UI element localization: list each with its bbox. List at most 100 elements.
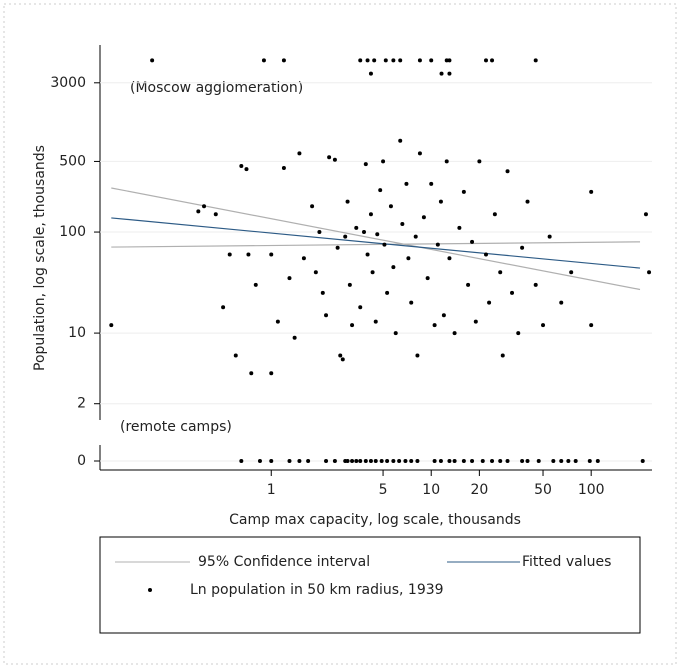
point — [382, 242, 387, 247]
point — [409, 459, 414, 463]
point — [249, 371, 254, 376]
point — [441, 313, 446, 318]
point — [358, 58, 363, 63]
point — [470, 459, 475, 463]
point — [470, 239, 475, 244]
legend-label: Ln population in 50 km radius, 1939 — [190, 582, 444, 598]
point — [536, 459, 541, 463]
point — [541, 323, 546, 328]
point — [569, 270, 574, 275]
point — [421, 215, 426, 220]
point — [404, 181, 409, 186]
point — [589, 189, 594, 194]
point — [457, 225, 462, 230]
point — [332, 459, 337, 463]
x-tick-label: 50 — [534, 482, 552, 498]
point — [324, 313, 329, 318]
frame — [3, 3, 677, 665]
point — [343, 234, 348, 239]
point — [640, 459, 645, 463]
y-tick-label: 2 — [77, 396, 86, 412]
point — [490, 459, 495, 463]
y-tick-label: 10 — [68, 325, 86, 341]
point — [292, 335, 297, 340]
x-tick-label: 100 — [578, 482, 605, 498]
point — [363, 162, 368, 167]
point — [573, 459, 578, 463]
point — [340, 357, 345, 362]
point — [438, 199, 443, 204]
point — [287, 276, 292, 281]
point — [306, 459, 311, 463]
point — [432, 323, 437, 328]
point — [109, 323, 114, 328]
point — [350, 323, 355, 328]
point — [372, 58, 377, 63]
point — [447, 71, 452, 76]
point — [253, 282, 258, 287]
point — [368, 212, 373, 217]
point — [381, 159, 386, 164]
point — [313, 270, 318, 275]
point — [520, 459, 525, 463]
point — [490, 58, 495, 63]
point — [301, 256, 306, 261]
y-tick-label: 100 — [59, 224, 86, 240]
point — [406, 256, 411, 261]
point — [239, 164, 244, 169]
point — [589, 323, 594, 328]
point — [447, 459, 452, 463]
point — [500, 353, 505, 358]
point — [452, 331, 457, 336]
point — [196, 209, 201, 214]
line — [111, 241, 641, 248]
y-tick-label: 0 — [77, 453, 86, 469]
point — [310, 204, 315, 209]
line — [111, 187, 641, 291]
point — [409, 300, 414, 305]
point — [432, 459, 437, 463]
point — [347, 282, 352, 287]
point — [415, 353, 420, 358]
point — [525, 199, 530, 204]
point — [221, 305, 226, 310]
point — [498, 459, 503, 463]
point — [354, 225, 359, 230]
point — [385, 459, 390, 463]
point — [647, 270, 652, 275]
point — [379, 459, 384, 463]
point — [505, 459, 510, 463]
point — [483, 58, 488, 63]
point — [398, 58, 403, 63]
point — [483, 252, 488, 257]
point — [320, 290, 325, 295]
x-tick-label: 10 — [422, 482, 440, 498]
point — [551, 459, 556, 463]
point — [559, 459, 564, 463]
point — [447, 58, 452, 63]
point — [533, 58, 538, 63]
point — [400, 222, 405, 227]
point — [397, 459, 402, 463]
point — [520, 245, 525, 250]
point — [498, 270, 503, 275]
point — [373, 459, 378, 463]
point — [516, 331, 521, 336]
point — [227, 252, 232, 257]
point — [492, 212, 497, 217]
point — [533, 282, 538, 287]
x-tick-label: 20 — [470, 482, 488, 498]
point — [595, 459, 600, 463]
point — [398, 138, 403, 143]
point — [559, 300, 564, 305]
point — [287, 459, 292, 463]
point — [403, 459, 408, 463]
point — [361, 230, 366, 235]
point — [350, 459, 355, 463]
point — [338, 353, 343, 358]
point — [335, 245, 340, 250]
point — [547, 234, 552, 239]
point — [327, 155, 332, 160]
point — [466, 282, 471, 287]
point — [417, 151, 422, 156]
